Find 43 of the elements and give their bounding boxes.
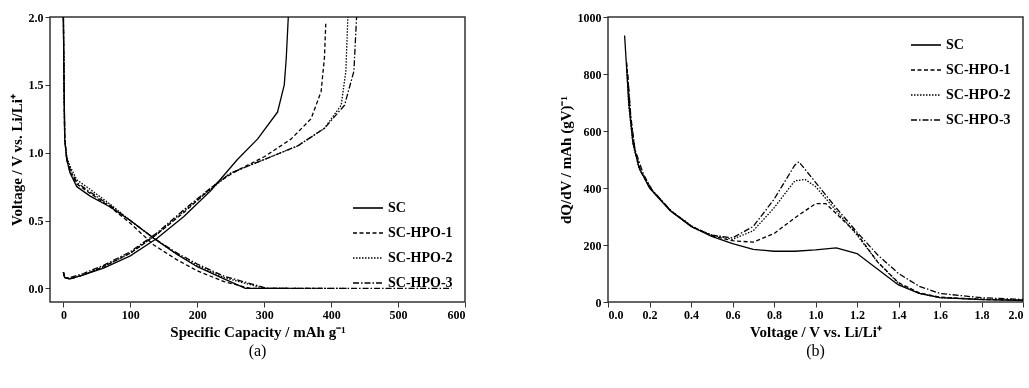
x-axis-title: Specific Capacity / mAh g⁻¹ [170, 323, 346, 340]
x-tick-label: 1.8 [974, 307, 990, 322]
x-tick-label: 0 [60, 307, 67, 322]
x-tick-label: 1.2 [850, 307, 865, 322]
x-tick-label: 0.8 [767, 307, 782, 322]
x-tick-label: 0.2 [642, 307, 658, 322]
y-axis-title: Voltage / V vs. Li/Li⁺ [8, 94, 25, 226]
y-tick-label: 200 [583, 238, 602, 253]
legend-label: SC [388, 200, 406, 215]
legend-label: SC-HPO-3 [388, 275, 453, 290]
y-tick-label: 800 [583, 67, 602, 82]
y-tick-label: 400 [583, 181, 602, 196]
legend-label: SC-HPO-3 [946, 112, 1011, 127]
y-tick-label: 1000 [577, 10, 602, 25]
x-tick-label: 200 [188, 307, 207, 322]
legend-label: SC-HPO-2 [946, 87, 1011, 102]
x-tick-label: 100 [121, 307, 140, 322]
y-tick-label: 0.5 [28, 214, 44, 229]
y-tick-label: 1.0 [28, 146, 44, 161]
x-tick-label: 300 [255, 307, 274, 322]
y-axis-title: dQ/dV / mAh (gV)⁻¹ [557, 96, 575, 224]
y-tick-label: 1.5 [28, 78, 44, 93]
x-tick-label: 1.0 [808, 307, 824, 322]
legend-label: SC-HPO-2 [388, 250, 453, 265]
legend-label: SC-HPO-1 [388, 225, 453, 240]
x-tick-label: 0.6 [725, 307, 741, 322]
x-tick-label: 500 [389, 307, 408, 322]
x-axis-title: Voltage / V vs. Li/Li⁺ [750, 323, 882, 340]
y-tick-label: 600 [583, 124, 602, 139]
legend-label: SC-HPO-1 [946, 62, 1011, 77]
text: (b) [806, 342, 825, 360]
y-tick-label: 2.0 [28, 10, 44, 25]
x-tick-label: 1.4 [891, 307, 907, 322]
x-tick-label: 0.4 [684, 307, 699, 322]
legend-label: SC [946, 37, 964, 52]
x-tick-label: 2.0 [1008, 307, 1024, 322]
y-tick-label: 0 [595, 295, 602, 310]
text: (a) [248, 342, 267, 360]
x-tick-label: 0.0 [608, 307, 624, 322]
y-tick-label: 0.0 [28, 281, 44, 296]
x-tick-label: 600 [447, 307, 466, 322]
x-tick-label: 1.6 [933, 307, 948, 322]
x-tick-label: 400 [322, 307, 341, 322]
